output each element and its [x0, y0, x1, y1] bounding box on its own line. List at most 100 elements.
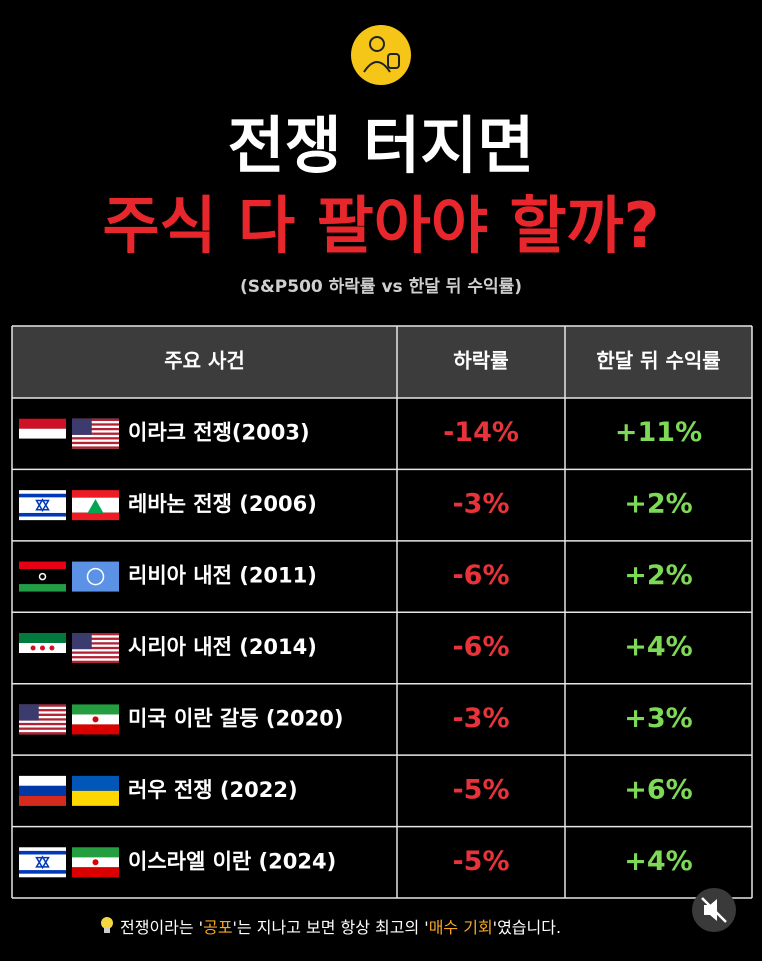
flag-part: [19, 428, 66, 439]
flag-part: [72, 704, 119, 715]
flag-part: [86, 567, 105, 586]
flag-part: [19, 438, 66, 449]
table-row: 레바논 전쟁 (2006) -3% +2%: [12, 469, 752, 541]
flag-part: [72, 790, 119, 806]
flag-part: [19, 569, 66, 585]
row-bg: [12, 612, 752, 684]
flag-part: [19, 653, 66, 664]
flag-part: [72, 660, 119, 663]
flag-part: [72, 637, 119, 640]
return-rate: +11%: [615, 417, 702, 448]
flag-part: [38, 572, 47, 581]
bulb-icon: [101, 917, 113, 929]
flag-part: [72, 427, 119, 431]
flag-part: [72, 441, 119, 445]
column-header: 주요 사건: [164, 349, 245, 373]
flag-part: [72, 656, 119, 659]
flag-part: [72, 646, 119, 650]
return-rate: +4%: [624, 846, 692, 877]
flag-part: [19, 561, 66, 570]
drop-rate: -6%: [452, 560, 509, 591]
flag-part: [72, 847, 119, 858]
flag-part: [19, 732, 66, 735]
event-name: 이라크 전쟁(2003): [128, 421, 310, 445]
footer-highlight: 매수 기회: [429, 918, 493, 937]
footer: 전쟁이라는 '공포'는 지나고 보면 항상 최고의 '매수 기회'였습니다.: [101, 917, 561, 937]
flag-part: [19, 704, 66, 707]
row-bg: [12, 683, 752, 756]
title-line-2: 주식 다 팔아야 할까?: [102, 189, 659, 262]
flag-part: [87, 499, 104, 514]
table-header-bg: [12, 326, 752, 398]
flag-part: [19, 418, 66, 429]
flag-part: [72, 446, 119, 449]
flag-part: [19, 870, 66, 874]
flag-part: [72, 423, 119, 426]
flag-part: [72, 642, 119, 645]
event-name: 미국 이란 갈등 (2020): [128, 706, 344, 730]
footer-text: '였습니다.: [493, 918, 561, 937]
flag-part: [72, 561, 119, 592]
drop-rate: -14%: [443, 417, 519, 448]
event-name: 러우 전쟁 (2022): [128, 778, 298, 802]
row-bg: [12, 398, 752, 470]
flag-part: [72, 512, 119, 521]
flag-part: [35, 855, 50, 870]
drop-rate: -3%: [452, 489, 509, 520]
footer-text: 전쟁이라는 ': [120, 918, 203, 937]
flag-part: [19, 718, 66, 721]
event-name: 이스라엘 이란 (2024): [128, 849, 336, 873]
flag-part: [72, 633, 119, 636]
footer-note: 전쟁이라는 '공포'는 지나고 보면 항상 최고의 '매수 기회'였습니다.: [120, 918, 561, 937]
flag-part: [30, 645, 36, 651]
subtitle: (S&P500 하락률 vs 한달 뒤 수익률): [240, 276, 522, 297]
return-rate: +2%: [624, 560, 692, 591]
row-bg: [12, 540, 752, 613]
flag-part: [19, 727, 66, 730]
flag-part: [72, 651, 119, 654]
flag-part: [72, 724, 119, 735]
event-name: 리비아 내전 (2011): [128, 564, 317, 588]
flag-part: [19, 775, 66, 786]
footer-highlight: 공포: [203, 918, 232, 937]
return-rate: +4%: [624, 632, 692, 663]
flag-part: [72, 867, 119, 878]
return-rate: +6%: [624, 774, 692, 805]
flag-part: [19, 709, 66, 712]
drop-rate: -3%: [452, 703, 509, 734]
flag-part: [40, 645, 45, 651]
table-row: 시리아 내전 (2014) -6% +4%: [12, 612, 752, 684]
flag-part: [72, 432, 119, 435]
table-row: 리비아 내전 (2011) -6% +2%: [12, 540, 752, 613]
event-name: 시리아 내전 (2014): [128, 635, 317, 659]
bulb-base: [104, 928, 110, 933]
drop-rate: -5%: [452, 846, 509, 877]
flag-part: [72, 633, 92, 650]
flag-part: [19, 785, 66, 796]
flag-part: [19, 850, 66, 855]
table-row: 이스라엘 이란 (2024) -5% +4%: [12, 826, 752, 898]
footer-text: '는 지나고 보면 항상 최고의 ': [233, 918, 429, 937]
drop-rate: -6%: [452, 632, 509, 663]
title-line-1: 전쟁 터지면: [228, 109, 535, 182]
flag-part: [19, 704, 39, 721]
column-header: 하락률: [453, 349, 508, 373]
row-bg: [12, 469, 752, 541]
mute-button[interactable]: [692, 888, 736, 932]
flag-part: [72, 490, 119, 498]
column-header: 한달 뒤 수익률: [596, 349, 720, 373]
flag-part: [92, 859, 99, 866]
table-row: 미국 이란 갈등 (2020) -3% +3%: [12, 683, 752, 756]
flag-part: [19, 633, 66, 643]
return-rate: +3%: [624, 703, 692, 734]
flag-part: [19, 584, 66, 592]
flag-part: [19, 493, 66, 498]
table-row: 러우 전쟁 (2022) -5% +6%: [12, 755, 752, 827]
flag-part: [19, 722, 66, 726]
flag-part: [19, 512, 66, 517]
flag-part: [49, 645, 55, 651]
row-bg: [12, 755, 752, 827]
